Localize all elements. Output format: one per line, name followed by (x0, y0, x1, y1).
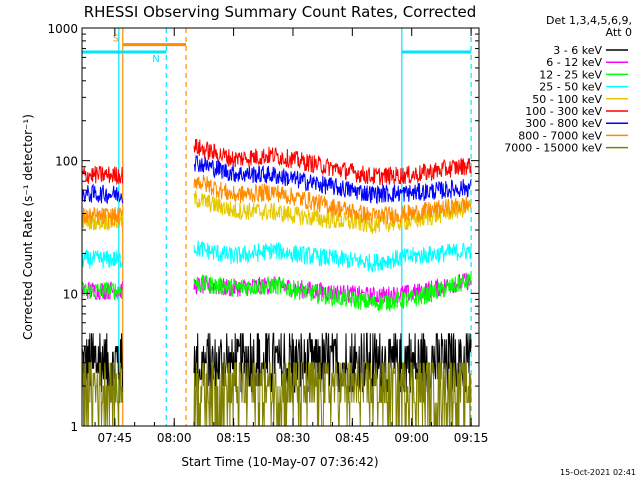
legend-header: Det 1,3,4,5,6,9, (546, 14, 632, 27)
legend-label: 12 - 25 keV (539, 68, 602, 81)
series-25-50-kev (81, 240, 472, 274)
y-axis-label: Corrected Count Rate (s⁻¹ detector⁻¹) (21, 114, 35, 340)
series-trace (193, 174, 472, 225)
series-trace (81, 249, 124, 269)
series-trace (81, 362, 124, 427)
x-tick-label: 08:00 (157, 431, 192, 445)
series-trace (81, 281, 123, 301)
series-12-25-kev (81, 271, 472, 313)
series-800-7000-kev (81, 174, 472, 227)
x-tick-label: 08:15 (216, 431, 251, 445)
x-tick-label: 09:15 (454, 431, 489, 445)
series-300-800-kev (81, 154, 472, 205)
legend-label: 6 - 12 keV (546, 56, 602, 69)
legend-label: 50 - 100 keV (532, 93, 602, 106)
y-tick-label: 100 (55, 155, 78, 169)
series-100-300-kev (81, 138, 472, 186)
footer-date: 15-Oct-2021 02:41 (560, 468, 636, 477)
legend-label: 300 - 800 keV (525, 117, 602, 130)
series-trace (193, 154, 472, 205)
x-tick-label: 09:00 (394, 431, 429, 445)
legend-label: 3 - 6 keV (553, 44, 602, 57)
legend-label: 100 - 300 keV (525, 105, 602, 118)
y-tick-label: 1000 (47, 22, 78, 36)
legend-label: 800 - 7000 keV (518, 129, 602, 142)
series-trace (81, 183, 124, 204)
series-trace (81, 206, 124, 227)
y-tick-label: 1 (70, 420, 78, 434)
plot-frame (81, 27, 480, 427)
flag-label-n: N (152, 54, 159, 65)
axes: 07:45 08:00 08:15 08:30 08:45 09:00 09:15 1 10 10… (47, 22, 488, 445)
series-trace (193, 362, 472, 427)
series-trace (193, 138, 472, 186)
series-3-6-kev (81, 332, 472, 393)
x-tick-label: 08:30 (276, 431, 311, 445)
series-trace (81, 165, 124, 186)
series-trace (193, 272, 472, 305)
series-trace (193, 332, 472, 393)
legend-label: 7000 - 15000 keV (504, 142, 602, 155)
legend-label: 25 - 50 keV (539, 81, 602, 94)
flag-label-s: S (113, 34, 119, 45)
x-axis-label: Start Time (10-May-07 07:36:42) (181, 455, 378, 469)
series-6-12-kev (81, 272, 472, 305)
x-tick-label: 08:45 (335, 431, 370, 445)
series-trace (193, 271, 472, 313)
y-tick-label: 10 (63, 287, 78, 301)
plot-area: SN (81, 28, 472, 427)
legend-header: Att 0 (606, 26, 632, 39)
series-trace (193, 240, 472, 274)
series-7000-15000-kev (81, 362, 472, 427)
series-trace (81, 333, 124, 393)
x-tick-label: 07:45 (98, 431, 133, 445)
chart-title: RHESSI Observing Summary Count Rates, Co… (84, 3, 477, 21)
